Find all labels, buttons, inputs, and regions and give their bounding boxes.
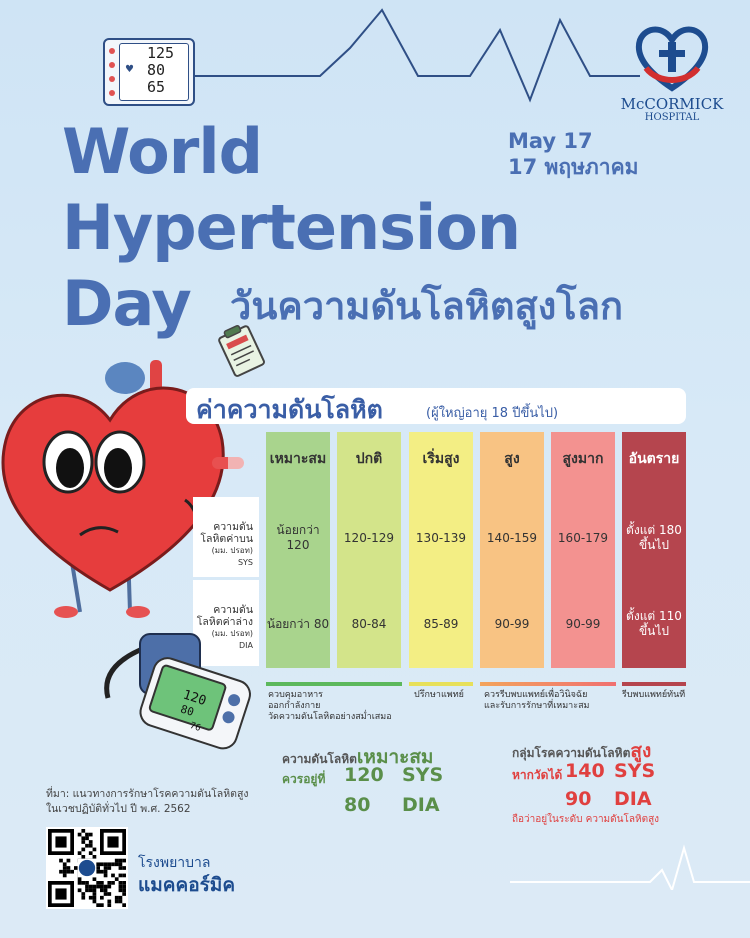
footer-name-line1: โรงพยาบาล bbox=[138, 855, 211, 871]
bp-device-illustration: 120 80 76 bbox=[104, 633, 251, 750]
table-column: ปกติ 120-129 80-84 bbox=[337, 432, 401, 668]
optimal-dia-val: 80 bbox=[344, 794, 371, 816]
table-heading-box: ค่าความดันโลหิต (ผู้ใหญ่อายุ 18 ปีขึ้นไป… bbox=[186, 388, 686, 424]
cell-sys: 120-129 bbox=[343, 530, 395, 545]
device-pul: 76 bbox=[188, 721, 201, 734]
table-column: เริ่มสูง 130-139 85-89 bbox=[409, 432, 473, 668]
hospital-logo bbox=[635, 26, 709, 92]
bp-monitor-icon: ♥ 125 80 65 bbox=[103, 38, 195, 106]
high-dia: DIA bbox=[614, 788, 652, 810]
cell-dia: ตั้งแต่ 110 ขึ้นไป bbox=[626, 609, 682, 638]
column-header: อันตราย bbox=[628, 451, 680, 467]
cell-dia: 85-89 bbox=[423, 616, 459, 631]
title-thai: วันความดันโลหิตสูงโลก bbox=[230, 284, 623, 328]
cell-sys: น้อยกว่า 120 bbox=[276, 523, 320, 552]
column-header: เหมาะสม bbox=[269, 451, 327, 467]
title-line3: Day bbox=[62, 267, 192, 340]
advice-1: ควบคุมอาหาร ออกกำลังกาย วัดความดันโลหิตอ… bbox=[268, 690, 392, 722]
high-sys: SYS bbox=[614, 760, 656, 782]
cell-sys: ตั้งแต่ 180 ขึ้นไป bbox=[626, 523, 682, 552]
date-en: May 17 bbox=[508, 129, 593, 153]
optimal-sys-val: 120 bbox=[344, 764, 384, 786]
optimal-dia: DIA bbox=[402, 794, 440, 816]
clipboard-icon bbox=[218, 324, 265, 377]
column-header: สูง bbox=[504, 451, 520, 467]
device-dia: 80 bbox=[179, 702, 196, 718]
date-th: 17 พฤษภาคม bbox=[508, 155, 639, 179]
row-label-sys: ความดัน โลหิตค่าบน (มม. ปรอท) SYS bbox=[193, 497, 259, 577]
device-sys: 120 bbox=[181, 688, 208, 710]
row-label-dia: ความดัน โลหิตค่าล่าง (มม. ปรอท) DIA bbox=[193, 580, 259, 666]
high-if: หากวัดได้ bbox=[512, 768, 563, 782]
optimal-should: ควรอยู่ที่ bbox=[282, 772, 326, 786]
hospital-name-line1: McCORMICK bbox=[620, 95, 724, 113]
optimal-sys: SYS bbox=[402, 764, 444, 786]
advice-2: ปรึกษาแพทย์ bbox=[414, 690, 464, 700]
high-dia-val: 90 bbox=[565, 788, 592, 810]
high-block: กลุ่มโรคความดันโลหิตสูง bbox=[512, 740, 652, 762]
advice-bar-yellow bbox=[409, 682, 473, 686]
title-line1: World bbox=[62, 115, 263, 188]
table-column: สูงมาก 160-179 90-99 bbox=[551, 432, 615, 668]
cell-dia: 90-99 bbox=[565, 616, 601, 631]
advice-3: ควรรีบพบแพทย์เพื่อวินิจฉัย และรับการรักษ… bbox=[484, 690, 590, 711]
advice-bar-red bbox=[622, 682, 686, 686]
cell-sys: 160-179 bbox=[557, 530, 609, 545]
pill-icon bbox=[212, 457, 244, 469]
heart-small-icon: ♥ bbox=[125, 64, 134, 75]
cell-sys: 130-139 bbox=[415, 530, 467, 545]
cell-dia: 90-99 bbox=[494, 616, 530, 631]
source-line2: ในเวชปฏิบัติทั่วไป ปี พ.ศ. 2562 bbox=[46, 803, 191, 815]
high-sys-val: 140 bbox=[565, 760, 605, 782]
monitor-pulse: 65 bbox=[147, 78, 166, 96]
table-column: เหมาะสมน้อยกว่า 120 น้อยกว่า 80 bbox=[266, 432, 330, 668]
advice-bar-green bbox=[266, 682, 402, 686]
title-line2: Hypertension bbox=[62, 191, 521, 264]
table-column: สูง 140-159 90-99 bbox=[480, 432, 544, 668]
heartbeat-line-top bbox=[192, 8, 640, 103]
advice-4: รีบพบแพทย์ทันที bbox=[622, 690, 686, 700]
source-line1: ที่มา: แนวทางการรักษาโรคความดันโลหิตสูง bbox=[46, 788, 249, 800]
cell-sys: 140-159 bbox=[486, 530, 538, 545]
high-note: ถือว่าอยู่ในระดับ ความดันโลหิตสูง bbox=[512, 814, 660, 825]
heart-mascot bbox=[1, 360, 225, 618]
table-column: อันตรายตั้งแต่ 180 ขึ้นไปตั้งแต่ 110 ขึ้… bbox=[622, 432, 686, 668]
footer-name-line2: แมคคอร์มิค bbox=[138, 874, 236, 896]
monitor-dia: 80 bbox=[147, 61, 166, 79]
qr-code[interactable] bbox=[46, 827, 128, 909]
table-heading: ค่าความดันโลหิต bbox=[196, 395, 383, 424]
column-header: สูงมาก bbox=[562, 451, 604, 467]
advice-bar-orange bbox=[480, 682, 616, 686]
monitor-sys: 125 bbox=[147, 44, 175, 62]
heartbeat-line-bottom bbox=[510, 844, 750, 890]
optimal-block: ความดันโลหิตเหมาะสม bbox=[282, 746, 434, 768]
column-header: ปกติ bbox=[355, 451, 383, 467]
column-header: เริ่มสูง bbox=[422, 451, 460, 467]
cell-dia: 80-84 bbox=[351, 616, 387, 631]
cell-dia: น้อยกว่า 80 bbox=[266, 616, 330, 631]
table-subheading: (ผู้ใหญ่อายุ 18 ปีขึ้นไป) bbox=[426, 406, 559, 421]
hospital-name-line2: HOSPITAL bbox=[644, 112, 700, 123]
